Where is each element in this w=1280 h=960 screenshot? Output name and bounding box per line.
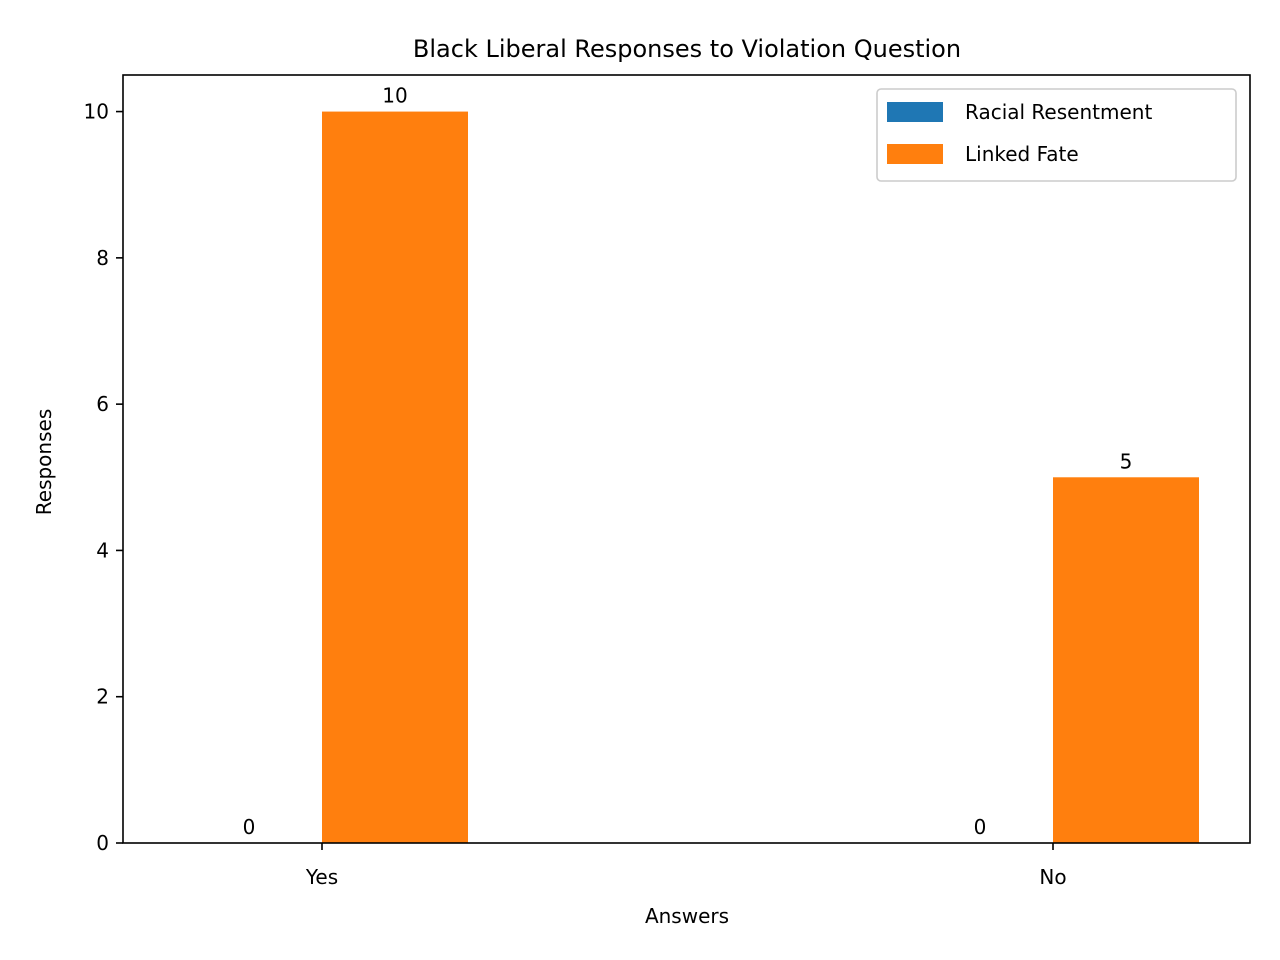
data-label: 10 [382,84,407,108]
x-tick-label: Yes [305,865,338,889]
legend-box [876,88,1237,182]
data-label: 0 [974,815,987,839]
y-axis-label: Responses [32,409,56,515]
plot-frame [122,74,1251,844]
y-tick-label: 10 [84,100,109,124]
bar-linked-fate-yes [322,111,468,844]
y-tick-label: 2 [96,685,109,709]
x-tick-label: No [1039,865,1066,889]
x-axis-label: Answers [645,904,729,928]
y-tick-label: 4 [96,538,109,562]
chart-title: Black Liberal Responses to Violation Que… [413,35,961,63]
bar-linked-fate-no [1053,477,1199,843]
data-label: 0 [243,815,256,839]
y-tick-label: 0 [96,831,109,855]
legend-swatch-racial-resentment [887,102,943,122]
legend-label-racial-resentment: Racial Resentment [965,100,1152,124]
legend-label-linked-fate: Linked Fate [965,142,1079,166]
data-label: 5 [1120,449,1133,473]
y-tick-label: 6 [96,392,109,416]
legend-swatch-linked-fate [887,144,943,164]
plot-area: 0 0 10 5 0 2 4 6 8 10 Yes No Racial Resentment Linked… [84,74,1251,889]
y-tick-label: 8 [96,246,109,270]
